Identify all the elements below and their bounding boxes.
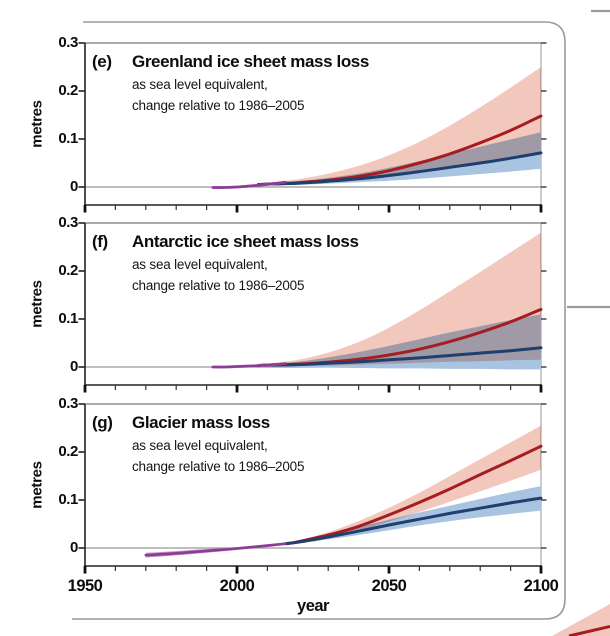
y-tick-label: 0 [70, 177, 78, 195]
panel-title: Glacier mass loss [132, 413, 270, 432]
panel-subtitle: change relative to 1986–2005 [132, 278, 305, 293]
y-axis-label: metres [28, 280, 46, 328]
panel-subtitle: as sea level equivalent, [132, 257, 268, 272]
y-axis-label: metres [28, 100, 46, 148]
panel-label: (g) [92, 413, 113, 432]
y-tick-label: 0.1 [58, 129, 78, 147]
x-tick-label: 1950 [67, 577, 103, 595]
y-tick-label: 0 [70, 538, 78, 556]
y-tick-label: 0.3 [58, 394, 78, 412]
panel-subtitle: as sea level equivalent, [132, 77, 268, 92]
x-axis-label: year [297, 597, 329, 615]
y-axis-label: metres [28, 461, 46, 509]
x-tick-label: 2000 [219, 577, 255, 595]
y-tick-label: 0.3 [58, 213, 78, 231]
panel-title: Antarctic ice sheet mass loss [132, 232, 359, 251]
y-tick-label: 0.2 [58, 261, 78, 279]
x-tick-label: 2050 [371, 577, 407, 595]
y-tick-label: 0.1 [58, 309, 78, 327]
panel-subtitle: change relative to 1986–2005 [132, 459, 305, 474]
panel-title: Greenland ice sheet mass loss [132, 52, 369, 71]
panel-subtitle: as sea level equivalent, [132, 438, 268, 453]
y-tick-label: 0 [70, 357, 78, 375]
panel-subtitle: change relative to 1986–2005 [132, 98, 305, 113]
panel-label: (f) [92, 232, 108, 251]
y-tick-label: 0.1 [58, 490, 78, 508]
y-tick-label: 0.2 [58, 81, 78, 99]
y-tick-label: 0.2 [58, 442, 78, 460]
x-tick-label: 2100 [523, 577, 559, 595]
panel-label: (e) [92, 52, 112, 71]
y-tick-label: 0.3 [58, 33, 78, 51]
